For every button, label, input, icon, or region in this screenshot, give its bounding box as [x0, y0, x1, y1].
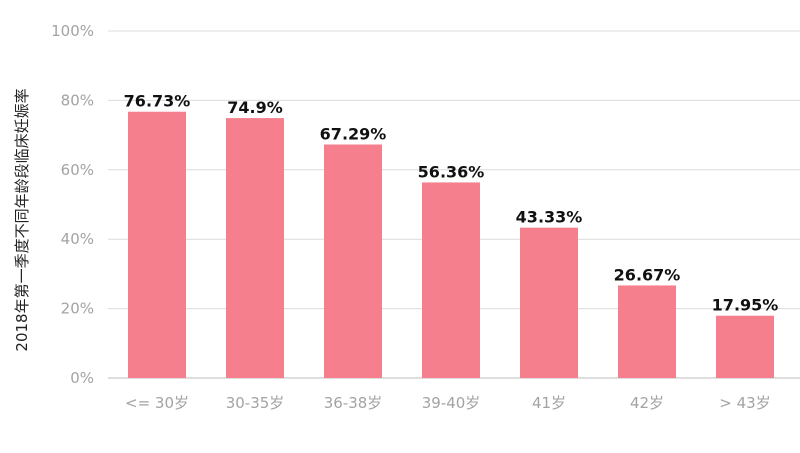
- bar: [520, 227, 578, 378]
- bar: [716, 315, 774, 378]
- data-label: 56.36%: [418, 162, 485, 181]
- y-axis-title: 2018年第一季度不同年龄段临床妊娠率: [13, 88, 31, 351]
- bar: [618, 285, 676, 378]
- data-label: 67.29%: [320, 125, 387, 144]
- x-tick-label: 42岁: [630, 394, 664, 412]
- data-label: 76.73%: [124, 92, 191, 111]
- x-axis-ticks: <= 30岁 30-35岁 36-38岁 39-40岁 41岁 42岁 > 43岁: [125, 394, 771, 412]
- y-tick-label: 60%: [61, 161, 94, 179]
- data-labels: 76.73% 74.9% 67.29% 56.36% 43.33% 26.67% 17.95…: [124, 92, 779, 315]
- y-tick-label: 80%: [61, 91, 94, 109]
- y-axis-ticks: 0% 20% 40% 60% 80% 100%: [51, 22, 94, 387]
- y-tick-label: 40%: [61, 230, 94, 248]
- data-label: 74.9%: [227, 98, 283, 117]
- data-label: 26.67%: [614, 265, 681, 284]
- x-tick-label: 39-40岁: [422, 394, 481, 412]
- x-tick-label: 30-35岁: [226, 394, 285, 412]
- bar: [324, 144, 382, 378]
- x-tick-label: 36-38岁: [324, 394, 383, 412]
- y-tick-label: 20%: [61, 300, 94, 318]
- y-tick-label: 0%: [70, 369, 94, 387]
- x-tick-label: 41岁: [532, 394, 566, 412]
- data-label: 43.33%: [516, 208, 583, 227]
- data-label: 17.95%: [712, 296, 779, 315]
- x-tick-label: <= 30岁: [125, 394, 189, 412]
- x-tick-label: > 43岁: [719, 394, 770, 412]
- bar: [422, 182, 480, 378]
- bar: [128, 111, 186, 379]
- bar: [226, 118, 284, 379]
- bars: [128, 111, 774, 379]
- y-tick-label: 100%: [51, 22, 94, 40]
